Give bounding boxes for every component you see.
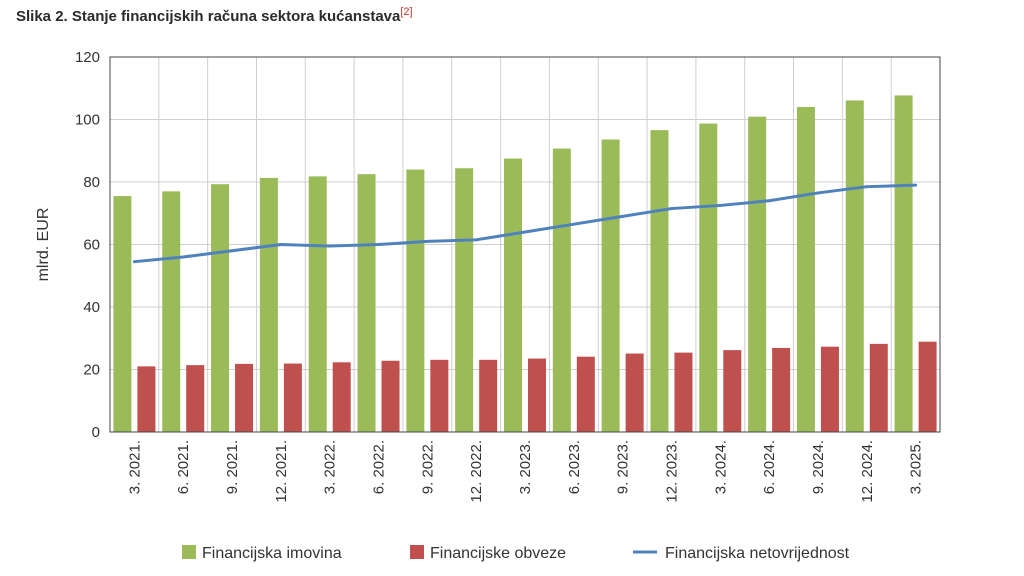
line-point [621, 214, 625, 218]
bar-financijska-imovina [357, 174, 376, 432]
legend-swatch [182, 545, 196, 559]
x-tick-label: 3. 2022. [322, 440, 339, 494]
x-tick-label: 9. 2022. [419, 440, 436, 494]
y-axis-label: mlrd. EUR [35, 208, 52, 282]
line-point [572, 222, 576, 226]
y-tick-label: 80 [83, 174, 100, 191]
bar-financijske-obveze [283, 363, 302, 432]
x-tick-label: 9. 2021. [224, 440, 241, 494]
bar-financijske-obveze [674, 352, 693, 432]
bar-financijske-obveze [479, 359, 498, 432]
bar-financijske-obveze [137, 366, 156, 432]
bar-financijske-obveze [820, 346, 839, 432]
bar-financijske-obveze [723, 350, 742, 432]
line-point [718, 203, 722, 207]
legend-label: Financijska netovrijednost [665, 545, 850, 562]
bar-financijske-obveze [576, 356, 595, 432]
y-tick-label: 120 [75, 49, 100, 66]
x-tick-label: 12. 2023. [663, 440, 680, 503]
bar-financijske-obveze [918, 341, 937, 432]
bar-financijska-imovina [406, 169, 425, 432]
bars [113, 95, 937, 432]
bar-financijske-obveze [332, 362, 351, 432]
x-tick-label: 6. 2023. [566, 440, 583, 494]
bar-financijske-obveze [528, 358, 546, 432]
bar-financijska-imovina [113, 196, 132, 432]
legend-label: Financijske obveze [430, 545, 566, 562]
line-point [279, 243, 283, 246]
gridlines [110, 56, 940, 433]
y-tick-label: 40 [83, 299, 100, 316]
bar-financijska-imovina [650, 130, 669, 432]
bar-financijska-imovina [845, 100, 864, 432]
line-point [865, 185, 869, 189]
bar-financijska-imovina [162, 191, 181, 432]
bar-financijska-imovina [601, 139, 620, 432]
x-tick-label: 3. 2023. [517, 440, 534, 494]
bar-financijske-obveze [235, 363, 254, 432]
bar-financijska-imovina [308, 176, 327, 432]
reference-link[interactable]: [2] [400, 6, 413, 18]
line-point [767, 199, 771, 203]
chart-title-text: Slika 2. Stanje financijskih računa sekt… [16, 8, 401, 25]
x-tick-label: 6. 2024. [761, 440, 778, 494]
line-point [377, 243, 381, 246]
x-tick-label: 3. 2025. [908, 440, 925, 494]
line-point [425, 239, 429, 243]
x-tick-label: 12. 2022. [468, 440, 485, 503]
x-tick-label: 3. 2024. [712, 440, 729, 494]
bar-financijska-imovina [259, 177, 278, 432]
y-tick-label: 20 [83, 362, 100, 379]
bar-financijska-imovina [796, 107, 815, 432]
bar-financijske-obveze [430, 359, 449, 432]
line-point [816, 191, 820, 195]
y-tick-label: 100 [75, 112, 100, 129]
x-tick-label: 9. 2023. [615, 440, 632, 494]
line-point [132, 260, 136, 264]
line-point [328, 244, 332, 248]
x-tick-label: 12. 2021. [273, 440, 290, 503]
x-tick-label: 9. 2024. [810, 440, 827, 494]
legend-swatch [410, 545, 424, 559]
line-point [474, 238, 478, 242]
y-tick-label: 60 [83, 237, 100, 254]
bar-financijske-obveze [772, 347, 791, 432]
line-point [669, 207, 673, 211]
line-point [181, 255, 185, 259]
plot-frame [109, 56, 941, 433]
legend: Financijska imovina Financijske obveze Fin… [182, 545, 850, 562]
bar-financijske-obveze [186, 365, 205, 432]
x-tick-labels: 3. 2021. 6. 2021. 9. 2021. 12. 2021. 3. 2022… [126, 440, 924, 503]
y-tick-labels: 0 20 40 60 80 100 120 [75, 49, 100, 441]
line-point [914, 183, 918, 187]
x-tick-label: 6. 2021. [175, 440, 192, 494]
net-worth-line [132, 183, 918, 264]
bar-financijska-imovina [455, 168, 474, 432]
line-point [230, 249, 234, 253]
bar-financijska-imovina [748, 116, 767, 432]
x-tick-label: 3. 2021. [126, 440, 143, 494]
bar-financijska-imovina [699, 123, 718, 432]
bar-financijske-obveze [625, 353, 644, 432]
line-point [523, 230, 527, 234]
chart-title: Slika 2. Stanje financijskih računa sekt… [16, 6, 413, 25]
bar-financijska-imovina [504, 158, 522, 432]
bar-financijske-obveze [869, 343, 888, 432]
bar-financijska-imovina [552, 148, 571, 432]
y-tick-label: 0 [92, 424, 100, 441]
legend-label: Financijska imovina [202, 545, 342, 562]
bar-financijske-obveze [381, 360, 400, 432]
bar-financijska-imovina [894, 95, 913, 432]
x-tick-label: 6. 2022. [371, 440, 388, 494]
bar-financijska-imovina [211, 184, 230, 432]
x-tick-label: 12. 2024. [859, 440, 876, 503]
